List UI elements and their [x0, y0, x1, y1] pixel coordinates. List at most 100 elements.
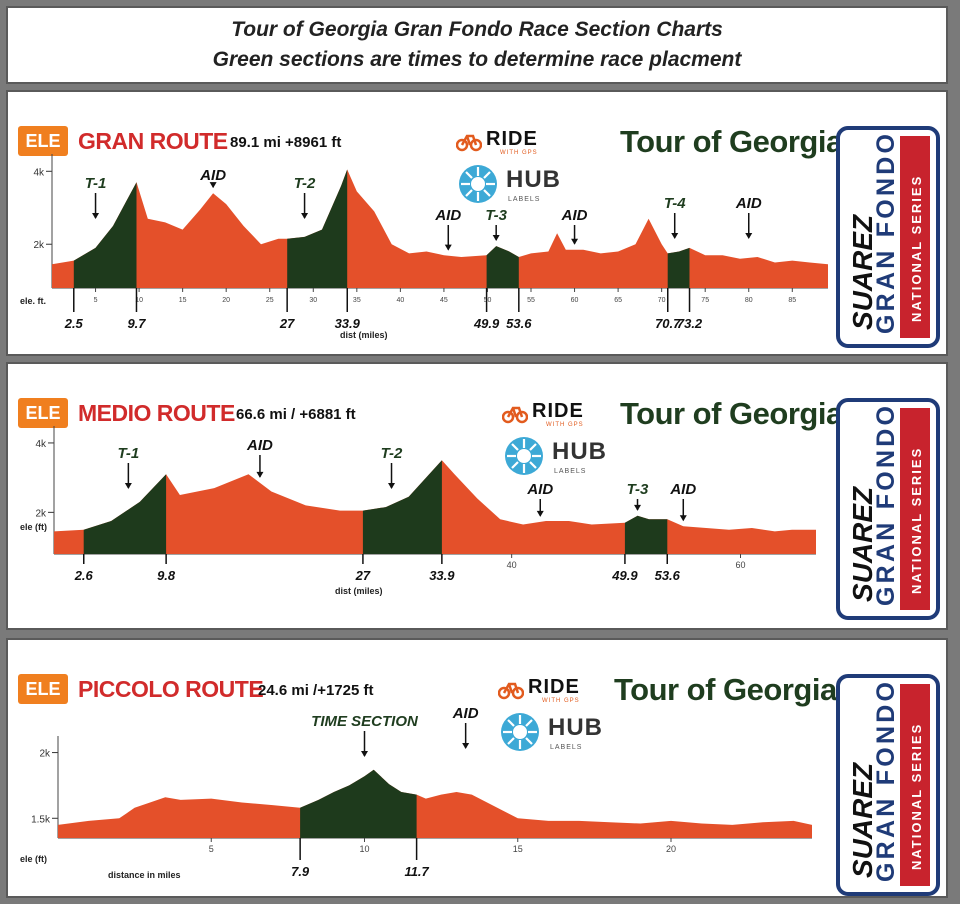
timed-section-label: T-2 [381, 445, 403, 462]
labels-text: LABELS [508, 196, 541, 203]
x-tick-label: 80 [745, 297, 753, 304]
route-stats: 24.6 mi /+1725 ft [258, 682, 374, 699]
piccolo-elevation-chart: 1.5k 2k 5 10 15 20 7.9 11.7 TIME SECTION AID dista… [20, 705, 812, 880]
section-mile-label: 53.6 [506, 316, 532, 331]
x-tick-label: 10 [359, 844, 369, 854]
logo-gran-fondo: GRAN FONDO [872, 406, 900, 606]
aid-label: AID [669, 481, 696, 498]
bike-icon [502, 406, 528, 424]
hub-text: HUB [548, 714, 603, 741]
x-tick-label: 15 [513, 844, 523, 854]
suarez-gran-fondo-logo: SUAREZ GRAN FONDO NATIONAL SERIES [836, 398, 940, 620]
aid-label: AID [452, 705, 479, 722]
x-tick-label: 30 [309, 297, 317, 304]
y-axis-label: ele (ft) [20, 522, 47, 532]
y-tick-label: 2k [39, 749, 51, 760]
ele-badge: ELE [18, 674, 68, 704]
medio-elevation-chart: 2k 4k 40 60 2.6 9.8 27 33.9 49.9 53.6 T-1 AID T-2 AID… [20, 426, 816, 596]
x-tick-label: 10 [135, 297, 143, 304]
x-tick-label: 20 [666, 844, 676, 854]
aid-label: AID [735, 195, 762, 212]
hub-labels-logo: HUB LABELS [456, 162, 560, 212]
timed-section-label: T-3 [485, 207, 507, 224]
annotation-arrowhead [536, 510, 544, 517]
timed-section-area [667, 247, 690, 288]
x-tick-label: 20 [222, 297, 230, 304]
x-tick-label: 50 [484, 297, 492, 304]
hub-wheel-icon [459, 165, 497, 203]
section-mile-label: 33.9 [429, 568, 455, 583]
section-mile-label: 53.6 [655, 568, 681, 583]
annotation-arrowhead [301, 213, 309, 219]
annotation-arrowhead [124, 483, 132, 489]
annotation-arrowhead [571, 238, 579, 245]
annotation-arrowhead [745, 233, 753, 239]
section-mile-label: 11.7 [404, 864, 429, 879]
labels-text: LABELS [554, 468, 587, 475]
hub-text: HUB [506, 166, 561, 193]
ele-badge: ELE [18, 126, 68, 156]
annotation-arrowhead [361, 751, 369, 757]
suarez-gran-fondo-logo: SUAREZ GRAN FONDO NATIONAL SERIES [836, 674, 940, 896]
x-tick-label: 75 [701, 297, 709, 304]
x-tick-label: 25 [266, 297, 274, 304]
hub-labels-logo: HUB LABELS [498, 710, 602, 760]
y-tick-label: 2k [35, 508, 47, 519]
route-stats: 66.6 mi / +6881 ft [236, 406, 356, 423]
x-axis-label: dist (miles) [335, 586, 383, 596]
ride-with-gps-logo: RIDE WITH GPS [456, 128, 566, 158]
x-tick-label: 65 [614, 297, 622, 304]
y-tick-label: 1.5k [31, 814, 51, 825]
timed-section-area [287, 169, 348, 288]
logo-national-series: NATIONAL SERIES [909, 723, 924, 870]
tour-title: Tour of Georgia [620, 124, 843, 159]
x-tick-label: 45 [440, 297, 448, 304]
route-title: MEDIO ROUTE [78, 400, 235, 426]
ride-text: RIDE [532, 400, 584, 422]
ride-text: RIDE [486, 128, 538, 150]
x-tick-label: 70 [658, 297, 666, 304]
y-tick-label: 2k [33, 240, 45, 251]
x-tick-label: 40 [396, 297, 404, 304]
with-gps-text: WITH GPS [546, 422, 584, 428]
bike-icon [498, 682, 524, 700]
annotation-arrowhead [444, 244, 452, 251]
logo-suarez: SUAREZ [847, 762, 878, 878]
annotation-arrowhead [462, 743, 470, 749]
x-tick-label: 85 [788, 297, 796, 304]
hub-wheel-icon [501, 713, 539, 751]
y-tick-label: 4k [33, 167, 45, 178]
tour-title: Tour of Georgia [614, 672, 837, 707]
page-header: Tour of Georgia Gran Fondo Race Section … [6, 6, 948, 84]
y-axis-label: ele (ft) [20, 854, 47, 864]
header-title: Tour of Georgia Gran Fondo Race Section … [231, 18, 723, 41]
aid-label: AID [199, 167, 226, 184]
route-title: PICCOLO ROUTE [78, 676, 264, 702]
section-mile-label: 7.9 [291, 864, 310, 879]
annotation-arrowhead [679, 515, 687, 522]
section-mile-label: 49.9 [611, 568, 638, 583]
x-tick-label: 40 [507, 560, 517, 570]
bike-icon [456, 134, 482, 152]
ride-with-gps-logo: RIDE WITH GPS [498, 676, 608, 706]
aid-label: AID [561, 207, 588, 224]
timed-section-label: T-3 [627, 481, 649, 498]
header-subtitle: Green sections are times to determine ra… [212, 48, 742, 71]
timed-section-area [624, 515, 668, 554]
section-mile-label: 2.6 [74, 568, 94, 583]
logo-suarez: SUAREZ [847, 214, 878, 330]
ride-text: RIDE [528, 676, 580, 698]
timed-section-label: T-4 [664, 195, 686, 212]
gran-route-panel: ELE GRAN ROUTE 89.1 mi +8961 ft RIDE WIT… [6, 90, 948, 356]
elevation-profile-area [52, 169, 828, 288]
timed-section-area [486, 246, 519, 288]
logo-national-series: NATIONAL SERIES [909, 175, 924, 322]
annotation-arrowhead [388, 483, 396, 489]
suarez-gran-fondo-logo: SUAREZ GRAN FONDO NATIONAL SERIES [836, 126, 940, 348]
section-mile-label: 49.9 [473, 316, 500, 331]
logo-gran-fondo: GRAN FONDO [872, 682, 900, 882]
x-tick-label: 55 [527, 297, 535, 304]
timed-section-label: T-2 [294, 175, 316, 192]
x-axis-label: dist (miles) [340, 330, 388, 340]
tour-title: Tour of Georgia [620, 396, 843, 431]
